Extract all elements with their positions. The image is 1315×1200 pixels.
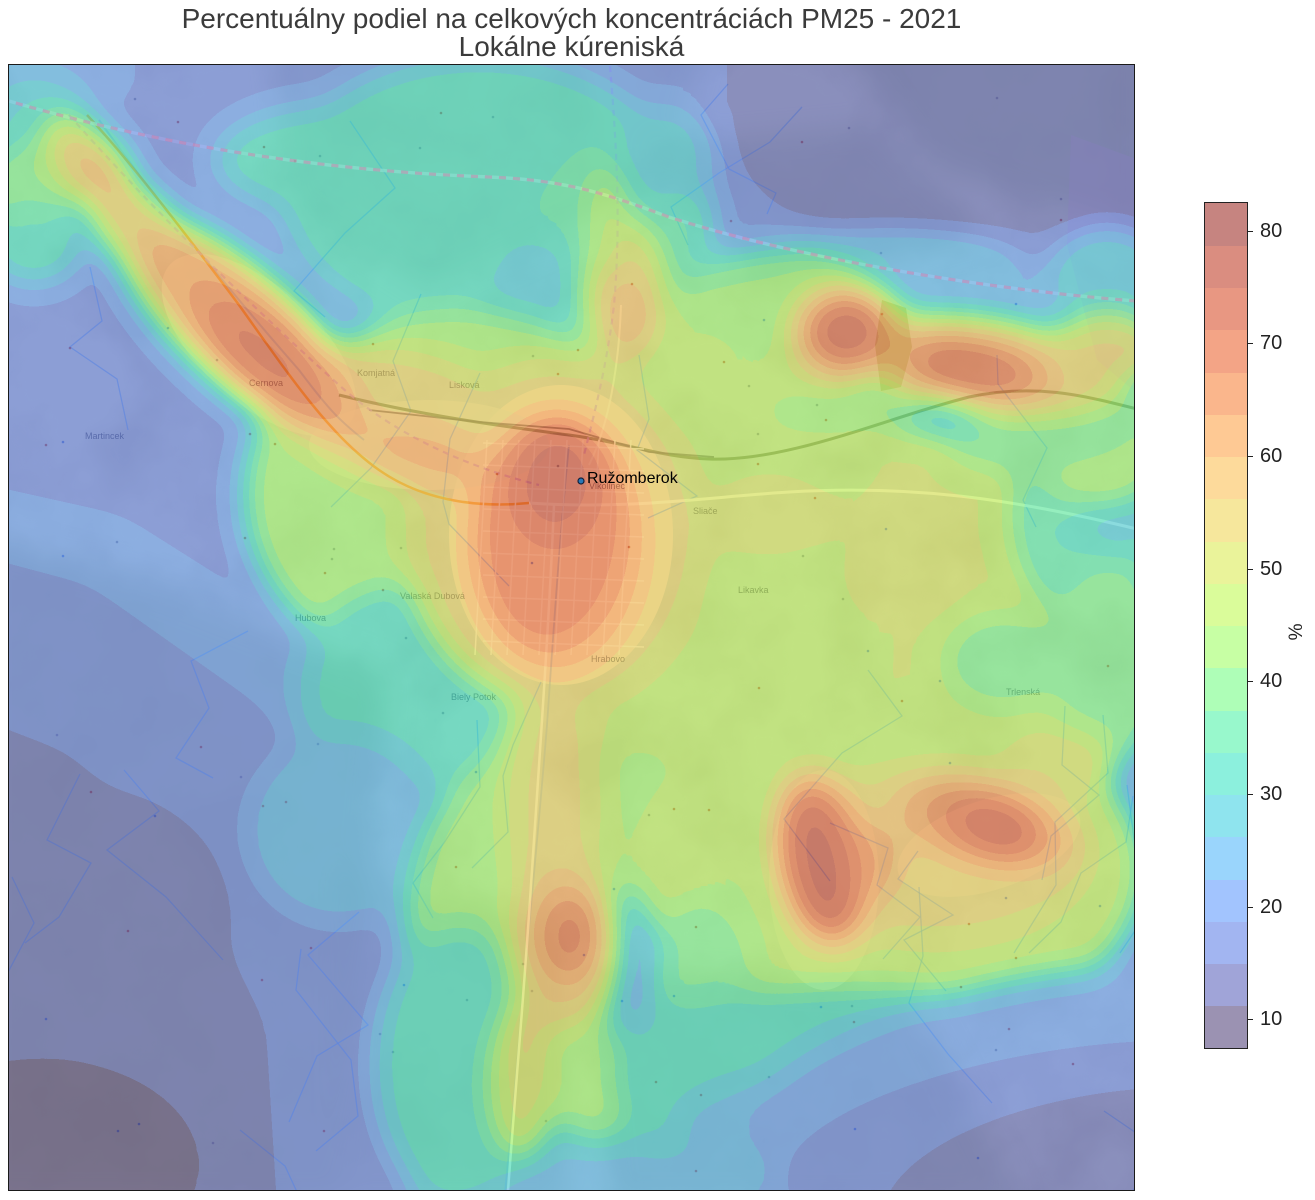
svg-text:Ružomberok: Ružomberok [587, 470, 679, 487]
